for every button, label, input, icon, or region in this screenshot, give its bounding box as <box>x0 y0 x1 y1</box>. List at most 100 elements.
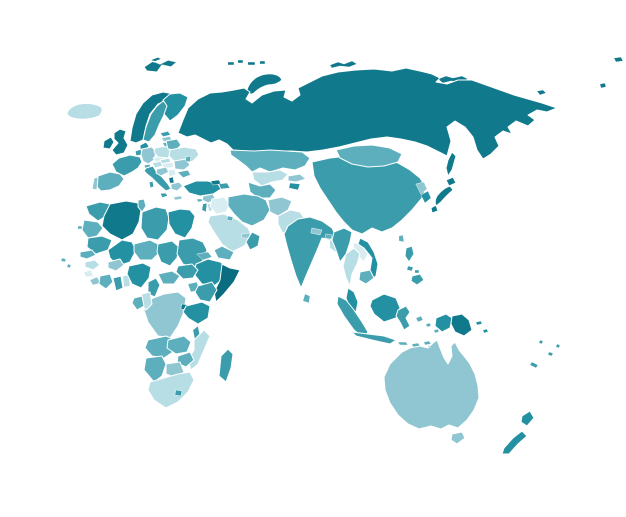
region-novaya-zemlya <box>246 73 283 95</box>
region-namibia <box>143 355 167 383</box>
region-nz-north <box>520 410 535 427</box>
region-fiji <box>547 343 561 357</box>
region-south-korea <box>420 190 432 204</box>
region-sri-lanka <box>302 293 311 304</box>
region-cape-verde <box>60 257 72 269</box>
region-iran <box>227 193 271 227</box>
region-sakhalin <box>445 151 457 177</box>
region-philippines-luzon <box>404 245 415 263</box>
region-japan <box>430 176 457 214</box>
region-nepal <box>310 227 323 236</box>
region-israel <box>201 202 208 213</box>
region-ivory-coast <box>98 273 114 290</box>
region-kenya <box>194 281 218 303</box>
region-philippines-mindanao <box>410 273 425 286</box>
region-chad <box>156 240 180 267</box>
region-egypt <box>167 208 196 239</box>
region-svalbard <box>143 56 178 73</box>
region-tajikistan <box>288 182 301 191</box>
region-malaysia <box>345 287 359 313</box>
region-papua-new-guinea <box>450 313 473 337</box>
region-philippines-visayas <box>406 265 420 274</box>
region-afghanistan <box>267 196 293 217</box>
region-niger <box>133 239 161 261</box>
region-somalia <box>213 263 241 303</box>
region-sulawesi <box>395 305 411 331</box>
region-kyrgyzstan <box>287 173 307 183</box>
region-portugal <box>91 176 99 191</box>
region-sierra-leone <box>83 269 94 278</box>
region-wrangel <box>536 89 547 96</box>
region-thailand <box>342 247 361 287</box>
region-vanuatu <box>538 339 544 345</box>
region-mozambique <box>187 329 211 371</box>
region-uzbekistan <box>251 169 289 187</box>
region-franz-josef <box>227 59 266 66</box>
region-borneo <box>369 293 401 323</box>
region-saudi-arabia <box>207 213 253 253</box>
region-ukraine <box>168 146 200 165</box>
region-bulgaria <box>176 169 192 179</box>
region-burkina-faso <box>107 258 125 272</box>
region-eritrea <box>196 251 213 261</box>
region-ireland <box>102 136 115 150</box>
region-algeria <box>101 200 142 241</box>
region-tanzania <box>182 301 211 325</box>
region-albania <box>168 176 175 184</box>
region-south-sudan <box>175 263 199 280</box>
region-estonia <box>159 130 172 138</box>
region-kuwait <box>226 215 234 222</box>
region-nigeria <box>126 262 152 289</box>
region-russia <box>177 67 558 160</box>
region-kazakhstan <box>229 149 311 173</box>
region-italy <box>143 165 172 199</box>
region-guinea <box>84 259 101 271</box>
region-gabon <box>131 295 145 311</box>
region-croatia-bosnia <box>155 166 170 177</box>
region-uk <box>111 128 129 156</box>
region-taiwan <box>398 234 405 243</box>
region-bhutan <box>324 233 333 240</box>
region-azerbaijan <box>218 182 231 190</box>
region-romania <box>173 158 191 171</box>
region-tunisia <box>137 198 147 213</box>
region-yemen <box>213 245 235 261</box>
region-serbia <box>167 168 177 178</box>
region-australia <box>383 339 480 430</box>
region-maluku <box>415 315 440 334</box>
region-cambodia <box>358 269 375 285</box>
region-central-african-republic <box>157 270 181 285</box>
region-moldova <box>185 155 192 163</box>
region-oman <box>245 231 261 251</box>
region-tasmania <box>450 431 466 445</box>
region-greece <box>170 181 184 192</box>
region-spain <box>94 171 125 192</box>
region-togo-benin <box>122 274 131 288</box>
region-india <box>283 216 337 289</box>
region-france <box>111 154 143 177</box>
region-java <box>351 331 397 345</box>
region-arctic-islet-1 <box>613 56 624 63</box>
region-new-caledonia <box>529 361 539 369</box>
region-zambia <box>166 335 192 355</box>
region-melanesia-islets <box>475 320 489 334</box>
region-western-sahara <box>81 219 104 239</box>
region-senegal <box>79 249 97 260</box>
region-arctic-islet-2 <box>599 82 607 89</box>
region-lesser-sunda <box>397 340 432 348</box>
region-west-papua <box>434 313 453 333</box>
region-lesotho <box>174 389 183 397</box>
region-iraq <box>209 196 231 215</box>
region-iceland <box>66 102 103 120</box>
region-severnaya-zemlya <box>329 60 358 69</box>
region-belarus <box>165 138 182 151</box>
region-mongolia <box>335 144 403 168</box>
region-ghana <box>112 275 124 292</box>
region-mali <box>107 239 137 267</box>
region-turkmenistan <box>247 181 277 199</box>
region-libya <box>140 206 170 241</box>
region-north-korea <box>415 181 428 195</box>
region-south-africa <box>147 371 195 409</box>
